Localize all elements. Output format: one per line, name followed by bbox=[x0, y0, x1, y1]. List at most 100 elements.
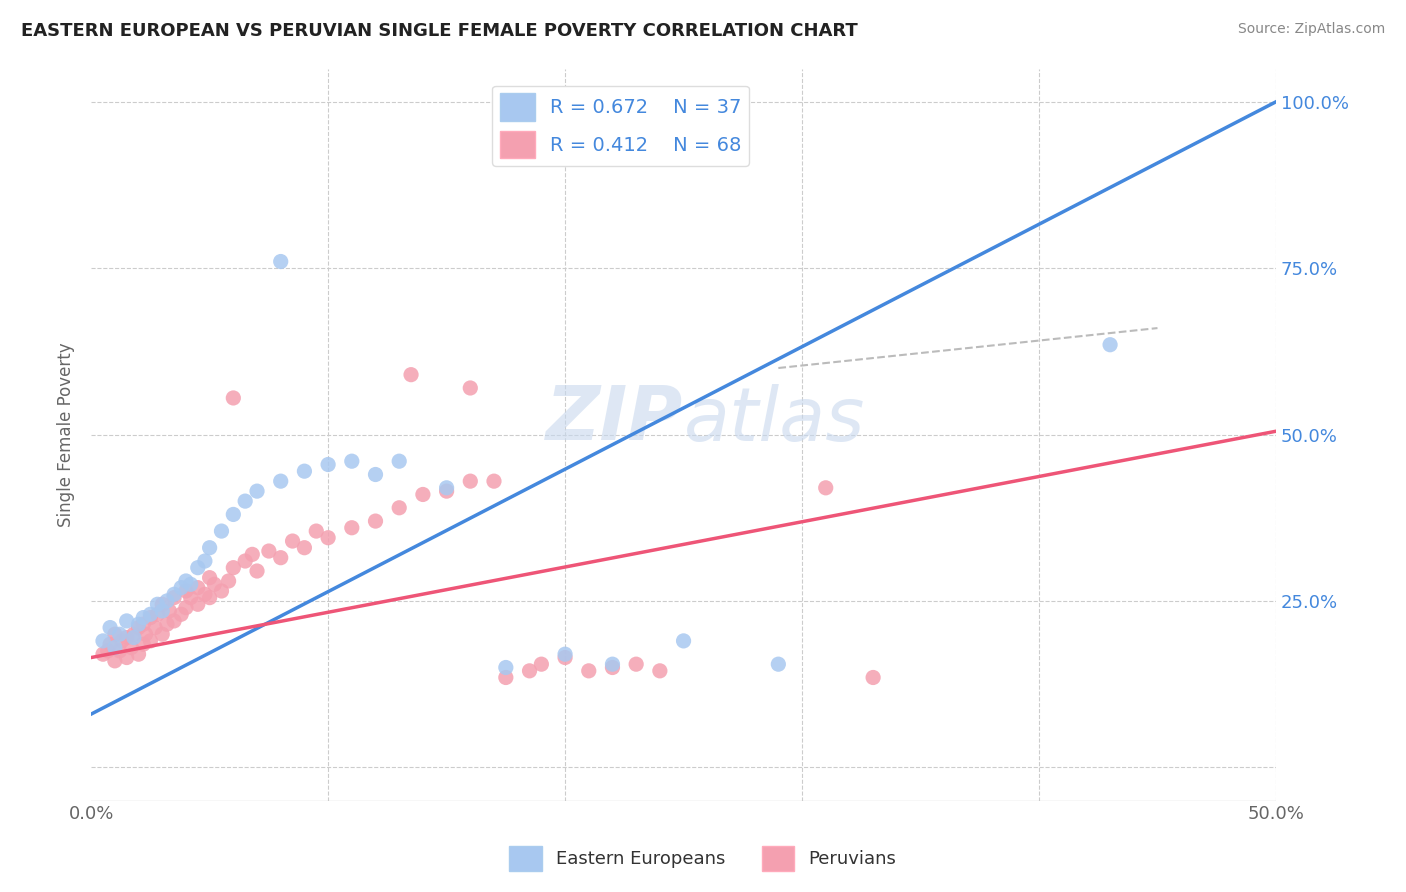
Point bbox=[246, 564, 269, 578]
Point bbox=[163, 614, 186, 628]
Point bbox=[399, 368, 422, 382]
Point bbox=[146, 607, 169, 622]
Point bbox=[180, 577, 202, 591]
Point bbox=[233, 494, 256, 508]
Point bbox=[174, 574, 197, 588]
Point bbox=[174, 584, 197, 599]
Point bbox=[104, 654, 127, 668]
Point bbox=[672, 633, 695, 648]
Point bbox=[170, 607, 193, 622]
Point bbox=[270, 474, 292, 488]
Point bbox=[132, 637, 155, 651]
Point bbox=[495, 671, 517, 685]
Point bbox=[104, 627, 127, 641]
Point bbox=[364, 467, 387, 482]
Point bbox=[436, 481, 458, 495]
Point bbox=[128, 621, 150, 635]
Point bbox=[98, 637, 121, 651]
Point bbox=[156, 594, 179, 608]
Point bbox=[163, 587, 186, 601]
Point bbox=[340, 454, 363, 468]
Point bbox=[135, 627, 157, 641]
Legend: Eastern Europeans, Peruvians: Eastern Europeans, Peruvians bbox=[502, 838, 904, 879]
Point bbox=[174, 600, 197, 615]
Point bbox=[143, 621, 166, 635]
Point bbox=[412, 487, 434, 501]
Point bbox=[458, 474, 481, 488]
Point bbox=[246, 484, 269, 499]
Point bbox=[108, 644, 131, 658]
Point bbox=[91, 633, 114, 648]
Point bbox=[1099, 337, 1122, 351]
Point bbox=[150, 627, 173, 641]
Point bbox=[768, 657, 790, 672]
Point bbox=[157, 604, 180, 618]
Point bbox=[578, 664, 600, 678]
Point bbox=[132, 617, 155, 632]
Point bbox=[436, 484, 458, 499]
Point bbox=[198, 591, 221, 605]
Point bbox=[120, 640, 142, 655]
Legend: R = 0.672    N = 37, R = 0.412    N = 68: R = 0.672 N = 37, R = 0.412 N = 68 bbox=[492, 86, 749, 166]
Point bbox=[482, 474, 505, 488]
Point bbox=[211, 524, 233, 538]
Point bbox=[128, 617, 150, 632]
Point bbox=[530, 657, 553, 672]
Point bbox=[194, 587, 217, 601]
Point bbox=[180, 591, 202, 605]
Point bbox=[305, 524, 328, 538]
Point bbox=[316, 531, 339, 545]
Point bbox=[163, 591, 186, 605]
Point bbox=[156, 617, 179, 632]
Point bbox=[495, 660, 517, 674]
Point bbox=[202, 577, 225, 591]
Point bbox=[97, 644, 120, 658]
Point bbox=[91, 647, 114, 661]
Point bbox=[222, 508, 245, 522]
Point bbox=[194, 554, 217, 568]
Text: EASTERN EUROPEAN VS PERUVIAN SINGLE FEMALE POVERTY CORRELATION CHART: EASTERN EUROPEAN VS PERUVIAN SINGLE FEMA… bbox=[21, 22, 858, 40]
Point bbox=[150, 597, 173, 611]
Point bbox=[294, 464, 316, 478]
Point bbox=[316, 458, 339, 472]
Point bbox=[187, 581, 209, 595]
Point bbox=[132, 610, 155, 624]
Point bbox=[108, 627, 131, 641]
Point bbox=[554, 647, 576, 661]
Point bbox=[187, 560, 209, 574]
Point bbox=[150, 604, 173, 618]
Point bbox=[139, 633, 162, 648]
Point bbox=[602, 660, 624, 674]
Point bbox=[98, 621, 121, 635]
Point bbox=[139, 607, 162, 622]
Point bbox=[104, 640, 127, 655]
Point bbox=[814, 481, 837, 495]
Point bbox=[624, 657, 647, 672]
Text: atlas: atlas bbox=[683, 384, 865, 456]
Point bbox=[340, 521, 363, 535]
Point bbox=[270, 254, 292, 268]
Point bbox=[139, 610, 162, 624]
Point bbox=[115, 614, 138, 628]
Point bbox=[270, 550, 292, 565]
Point bbox=[211, 584, 233, 599]
Point bbox=[240, 547, 263, 561]
Point bbox=[388, 454, 411, 468]
Point bbox=[115, 631, 138, 645]
Point bbox=[146, 597, 169, 611]
Point bbox=[388, 500, 411, 515]
Point bbox=[257, 544, 280, 558]
Point bbox=[648, 664, 671, 678]
Point bbox=[602, 657, 624, 672]
Point bbox=[218, 574, 240, 588]
Point bbox=[222, 560, 245, 574]
Point bbox=[519, 664, 541, 678]
Text: Source: ZipAtlas.com: Source: ZipAtlas.com bbox=[1237, 22, 1385, 37]
Point bbox=[111, 633, 134, 648]
Point bbox=[294, 541, 316, 555]
Point bbox=[554, 650, 576, 665]
Point bbox=[198, 571, 221, 585]
Point bbox=[122, 627, 145, 641]
Point bbox=[364, 514, 387, 528]
Point bbox=[198, 541, 221, 555]
